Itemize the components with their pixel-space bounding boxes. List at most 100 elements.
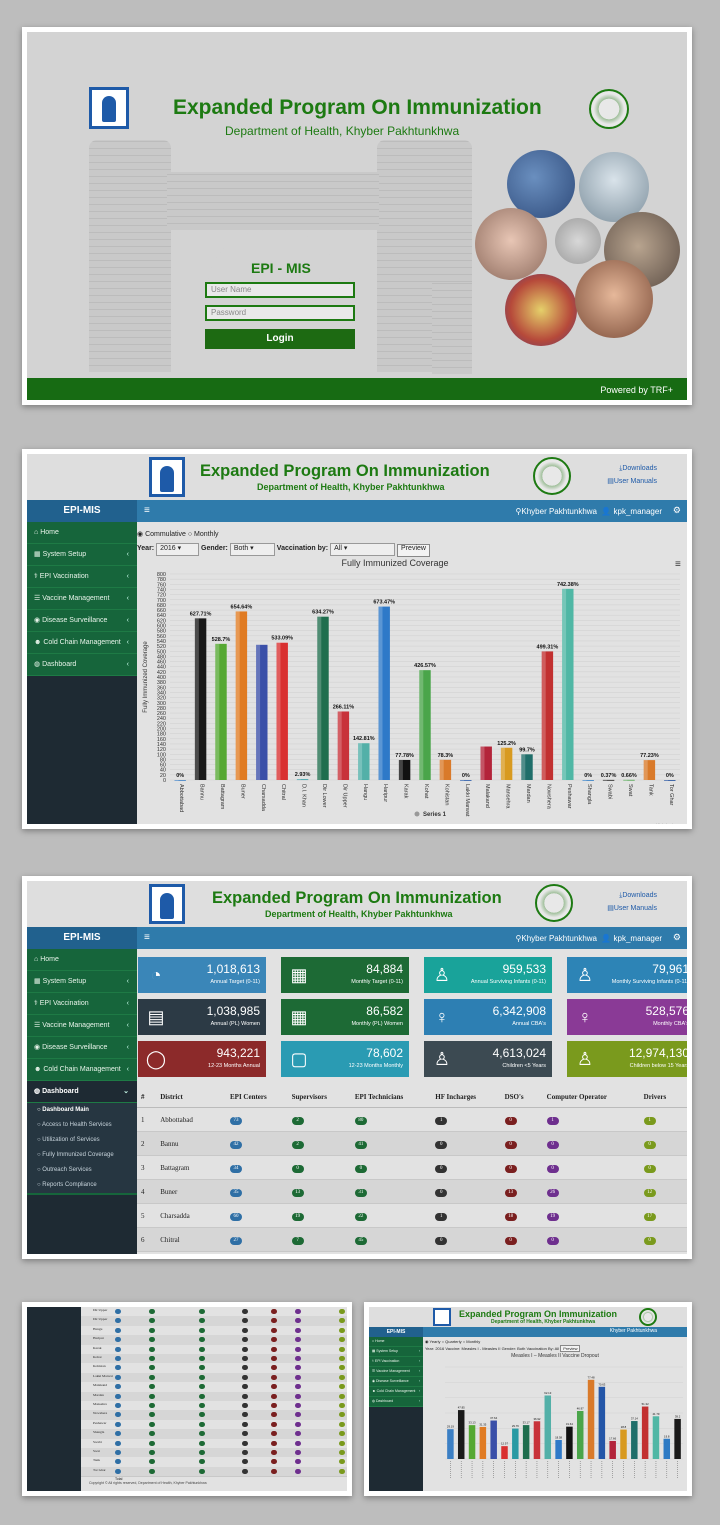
preview-button[interactable]: Preview [560, 1345, 581, 1352]
dashboard-subitem[interactable]: ○ Reports Compliance [27, 1178, 137, 1193]
sidebar-item-dashboard[interactable]: ◍ Dashboard ⌄ [27, 1081, 137, 1103]
count-badge: 18 [504, 1212, 517, 1221]
login-subtitle: Department of Health, Khyber Pakhtunkhwa [225, 124, 460, 138]
stat-tile[interactable]: ♙ 12,974,130 Children below 15 Years [567, 1041, 687, 1077]
column-header[interactable]: EPI Technicians [350, 1087, 432, 1108]
region-link[interactable]: ⚲Khyber Pakhtunkhwa [515, 934, 597, 943]
bar [582, 780, 594, 781]
table-row[interactable]: 1 Abbottabad 73 2 80 1 0 1 1 [137, 1107, 687, 1132]
column-header[interactable]: Computer Operator [542, 1087, 640, 1108]
sidebar-item-epi-vaccination[interactable]: ⚕ EPI Vaccination ‹ [369, 1357, 423, 1367]
row-number: 6 [137, 1227, 157, 1252]
sidebar-item-cold-chain-management[interactable]: ☻ Cold Chain Management ‹ [27, 632, 137, 654]
sidebar-item-cold-chain-management[interactable]: ☻ Cold Chain Management ‹ [27, 1059, 137, 1081]
table-row[interactable]: 5 Charsadda 60 19 22 1 18 19 17 [137, 1203, 687, 1228]
user-menu[interactable]: 👤 kpk_manager [601, 934, 662, 943]
sidebar-item-epi-vaccination[interactable]: ⚕ EPI Vaccination ‹ [27, 993, 137, 1015]
home-icon: ⌂ [372, 1339, 376, 1343]
chart-menu-icon[interactable]: ≡ [675, 559, 681, 570]
stat-tile[interactable]: ◯ 943,221 12-23 Months Annual [138, 1041, 266, 1077]
district-name: Kohistan [93, 1364, 106, 1369]
gender-select[interactable]: Both ▾ [229, 543, 275, 556]
count-badge [199, 1346, 205, 1352]
column-header[interactable]: Supervisors [287, 1087, 351, 1108]
dashboard-subitem[interactable]: ○ Dashboard Main [27, 1103, 137, 1118]
sidebar-item-system-setup[interactable]: ▦ System Setup ‹ [369, 1347, 423, 1357]
period-radio[interactable]: ◉ Yearly ○ Quarterly ○ Monthly [425, 1339, 481, 1344]
column-header[interactable]: District [156, 1087, 226, 1108]
username-input[interactable]: User Name [205, 282, 355, 298]
user-manuals-link[interactable]: ▤User Manuals [607, 478, 657, 485]
bar [378, 606, 390, 780]
vaccination-select[interactable]: All ▾ [330, 543, 396, 556]
sidebar-item-dashboard[interactable]: ◍ Dashboard ‹ [369, 1397, 423, 1407]
year-select[interactable]: 2016 ▾ [156, 543, 200, 556]
tile-label: 12-23 Months Monthly [348, 1063, 403, 1069]
column-header[interactable]: EPI Centers [226, 1087, 288, 1108]
stat-tile[interactable]: ◔ 1,018,613 Annual Target (0-11) [138, 957, 266, 993]
sidebar-item-home[interactable]: ⌂ Home [27, 949, 137, 971]
stat-tile[interactable]: ▢ 78,602 12-23 Months Monthly [281, 1041, 409, 1077]
legend-label[interactable]: Series 1 [423, 812, 447, 818]
sidebar-item-disease-surveillance[interactable]: ◉ Disease Surveillance ‹ [369, 1377, 423, 1387]
column-header[interactable]: Drivers [639, 1087, 687, 1108]
sidebar-item-vaccine-management[interactable]: ☰ Vaccine Management ‹ [27, 1015, 137, 1037]
downloads-link[interactable]: ⤓Downloads [619, 892, 657, 899]
dashboard-subitem[interactable]: ○ Fully Immunized Coverage [27, 1148, 137, 1163]
sidebar-item-home[interactable]: ⌂ Home [27, 522, 137, 544]
column-header[interactable]: # [137, 1087, 157, 1108]
region-link[interactable]: Khyber Pakhtunkhwa [609, 1328, 657, 1334]
count-badge [242, 1468, 248, 1474]
sidebar-item-disease-surveillance[interactable]: ◉ Disease Surveillance ‹ [27, 1037, 137, 1059]
sidebar-item-cold-chain-management[interactable]: ☻ Cold Chain Management ‹ [369, 1387, 423, 1397]
report-type-radio[interactable]: ◉ Commulative ○ Monthly [137, 531, 219, 538]
menu-toggle-icon[interactable]: ≡ [144, 505, 150, 516]
count-badge: 0 [435, 1140, 448, 1149]
user-manuals-link[interactable]: ▤User Manuals [607, 905, 657, 912]
count-badge: 73 [230, 1116, 242, 1125]
table-row[interactable]: 4 Buner 35 13 31 0 13 26 12 [137, 1179, 687, 1204]
password-input[interactable]: Password [205, 305, 355, 321]
stat-tile[interactable]: ♙ 959,533 Annual Surviving Infants (0-11) [424, 957, 552, 993]
sidebar-item-label: System Setup [42, 551, 87, 558]
legend-marker[interactable] [414, 811, 420, 817]
table-row[interactable]: 3 Battagram 34 0 0 0 0 0 0 [137, 1155, 687, 1180]
table-row[interactable]: 6 Chitral 27 7 45 0 0 0 0 [137, 1227, 687, 1252]
region-link[interactable]: ⚲Khyber Pakhtunkhwa [515, 507, 597, 516]
sidebar-item-home[interactable]: ⌂ Home [369, 1337, 423, 1347]
sidebar-item-system-setup[interactable]: ▦ System Setup ‹ [27, 544, 137, 566]
table-row[interactable]: 7D.I. Khan548600000 [137, 1251, 687, 1254]
user-menu[interactable]: 👤 kpk_manager [601, 507, 662, 516]
stat-tile[interactable]: ♀ 6,342,908 Annual CBA's [424, 999, 552, 1035]
preview-button[interactable]: Preview [397, 544, 430, 557]
stat-tile[interactable]: ♀ 528,576 Monthly CBA's [567, 999, 687, 1035]
settings-icon[interactable]: ⚙ [672, 932, 681, 942]
column-header[interactable]: DSO's [500, 1087, 543, 1108]
stat-tile[interactable]: ♙ 79,961 Monthly Surviving Infants (0-11) [567, 957, 687, 993]
sidebar-item-vaccine-management[interactable]: ☰ Vaccine Management ‹ [369, 1367, 423, 1377]
column-header[interactable]: HF Incharges [431, 1087, 501, 1108]
stat-tile[interactable]: ▤ 1,038,985 Annual (PL) Women [138, 999, 266, 1035]
table-row[interactable]: 2 Bannu 42 2 41 0 0 0 0 [137, 1131, 687, 1156]
count-badge [242, 1365, 248, 1371]
downloads-link[interactable]: ⤓Downloads [619, 465, 657, 472]
dashboard-subitem[interactable]: ○ Utilization of Services [27, 1133, 137, 1148]
bar [215, 643, 227, 780]
stat-tile[interactable]: ♙ 4,613,024 Children <5 Years [424, 1041, 552, 1077]
count-badge [199, 1450, 205, 1455]
count-badge [149, 1403, 155, 1408]
stat-tile[interactable]: ▦ 84,884 Monthly Target (0-11) [281, 957, 409, 993]
stat-tile[interactable]: ▦ 86,582 Monthly (PL) Women [281, 999, 409, 1035]
sidebar-item-dashboard[interactable]: ◍ Dashboard ‹ [27, 654, 137, 676]
table-row[interactable]: Tor Ghar [81, 1466, 347, 1478]
sidebar-item-epi-vaccination[interactable]: ⚕ EPI Vaccination ‹ [27, 566, 137, 588]
settings-icon[interactable]: ⚙ [672, 505, 681, 515]
dashboard-subitem[interactable]: ○ Outreach Services [27, 1163, 137, 1178]
sidebar-item-vaccine-management[interactable]: ☰ Vaccine Management ‹ [27, 588, 137, 610]
login-button[interactable]: Login [205, 329, 355, 349]
circle-icon: ○ [37, 1167, 43, 1173]
dashboard-subitem[interactable]: ○ Access to Health Services [27, 1118, 137, 1133]
sidebar-item-disease-surveillance[interactable]: ◉ Disease Surveillance ‹ [27, 610, 137, 632]
sidebar-item-system-setup[interactable]: ▦ System Setup ‹ [27, 971, 137, 993]
menu-toggle-icon[interactable]: ≡ [144, 932, 150, 943]
